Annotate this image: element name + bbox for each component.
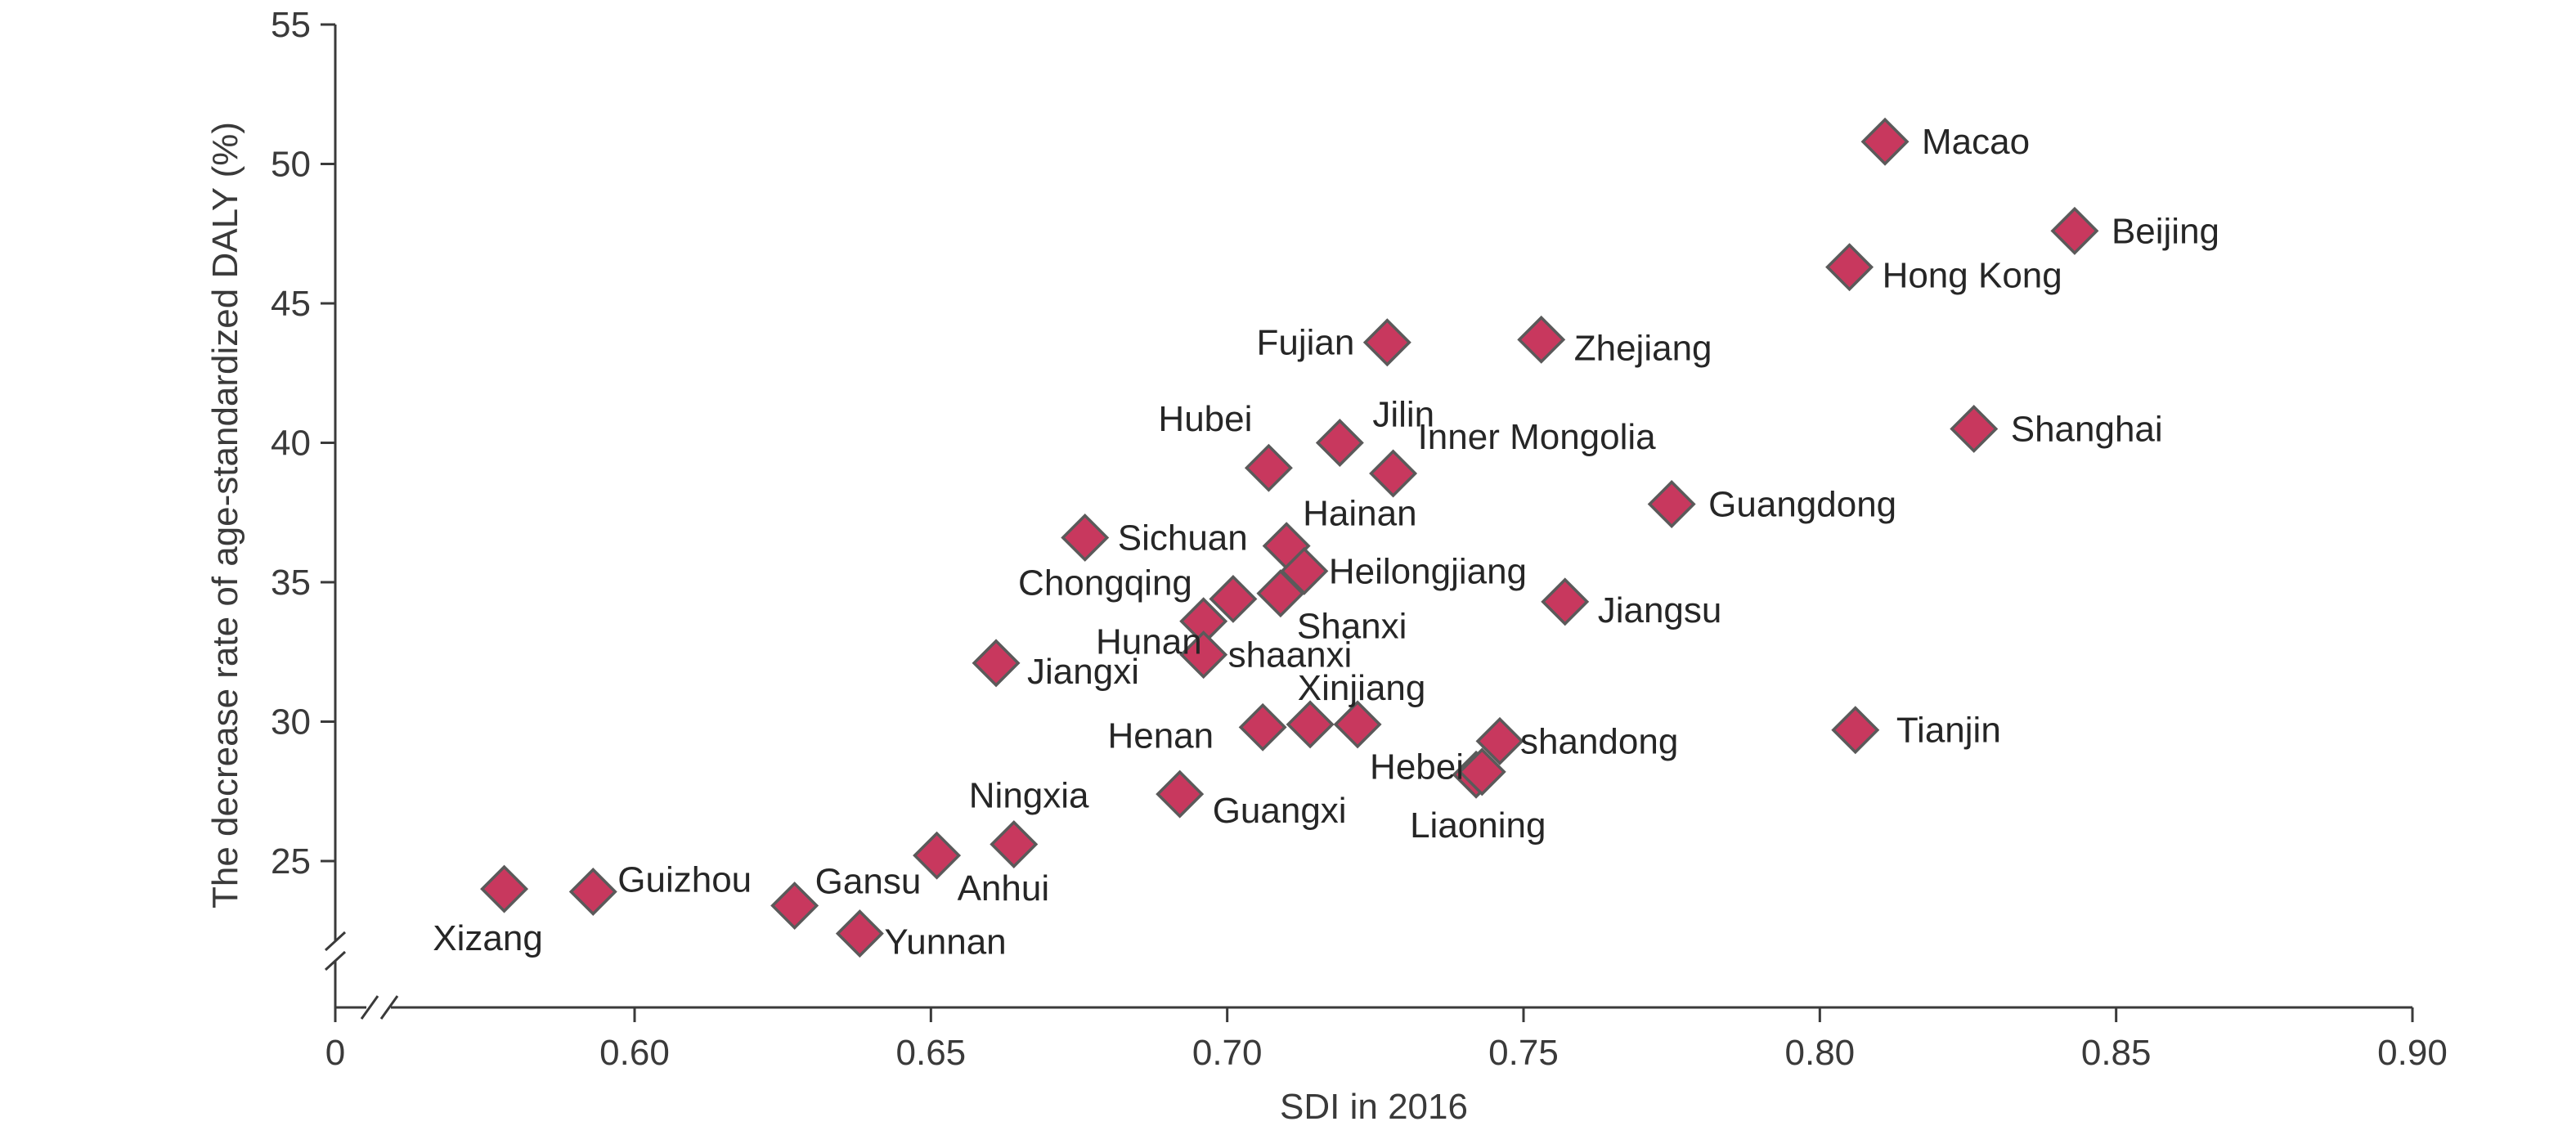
x-tick-label: 0.65 (896, 1033, 967, 1073)
x-tick-label: 0.90 (2377, 1033, 2448, 1073)
data-point (1256, 569, 1305, 618)
data-point (1369, 449, 1418, 498)
data-point (1286, 700, 1335, 749)
x-tick-label: 0 (325, 1033, 345, 1073)
data-point (1475, 716, 1524, 765)
data-point (1244, 443, 1293, 492)
data-point (1517, 315, 1566, 364)
x-tick-label: 0.75 (1488, 1033, 1559, 1073)
point-label: Hong Kong (1883, 256, 2062, 296)
point-label: Hainan (1303, 494, 1416, 534)
data-point (1333, 700, 1382, 749)
x-tick-label: 0.80 (1785, 1033, 1856, 1073)
point-label: Hebei (1370, 747, 1464, 787)
point-label: Gansu (815, 862, 922, 902)
x-tick-label: 0.85 (2081, 1033, 2152, 1073)
y-tick-label: 25 (271, 841, 311, 882)
point-label: Hubei (1158, 399, 1252, 439)
point-label: Xizang (433, 918, 543, 958)
data-point (1156, 769, 1205, 819)
data-point (1179, 630, 1228, 680)
y-tick-label: 45 (271, 284, 311, 324)
point-label: Henan (1107, 716, 1214, 756)
data-point (2050, 206, 2099, 255)
data-point (835, 909, 884, 958)
point-label: Ningxia (969, 776, 1089, 816)
x-tick-label: 0.70 (1192, 1033, 1263, 1073)
data-point (990, 820, 1039, 869)
point-label: Jiangsu (1598, 590, 1722, 630)
data-point (913, 831, 962, 880)
point-label: Fujian (1256, 323, 1354, 363)
point-label: Guangxi (1213, 791, 1347, 831)
y-tick-label: 50 (271, 145, 311, 185)
data-point (1457, 747, 1506, 796)
point-label: Hunan (1096, 622, 1202, 662)
data-point (1860, 117, 1910, 166)
point-label: Liaoning (1410, 805, 1546, 846)
point-label: Shanxi (1297, 607, 1407, 647)
y-tick-label: 30 (271, 702, 311, 742)
data-point (1831, 706, 1880, 755)
point-label: shandong (1520, 721, 1678, 761)
point-label: Xinjiang (1298, 668, 1426, 708)
data-point (1647, 480, 1696, 528)
point-label: Jilin (1372, 395, 1434, 435)
data-point (1209, 574, 1258, 623)
axes: 25 30 35 40 45 50 55 0 0.60 0.65 0.70 0.75 0.80 0.85 0… (271, 5, 2448, 1073)
point-label: Shanghai (2011, 409, 2163, 449)
data-point (568, 868, 617, 916)
point-label: Macao (1922, 122, 2030, 162)
data-point (1950, 404, 1999, 453)
point-label: Guangdong (1708, 485, 1896, 525)
data-point (770, 882, 819, 931)
data-point (1825, 243, 1874, 292)
data-point (1238, 702, 1287, 751)
y-axis-break (324, 931, 347, 971)
y-tick-label: 55 (271, 5, 311, 45)
point-label: Jiangxi (1027, 652, 1139, 692)
point-label: Anhui (958, 868, 1050, 908)
data-point (1315, 419, 1364, 467)
y-tick-label: 35 (271, 563, 311, 603)
point-label: Tianjin (1896, 711, 2001, 751)
x-axis-break (360, 995, 399, 1020)
x-tick-label: 0.60 (599, 1033, 670, 1073)
data-point (972, 639, 1021, 688)
point-label: Beijing (2112, 211, 2219, 251)
data-point (1061, 513, 1110, 562)
point-label: shaanxi (1228, 635, 1353, 675)
point-label: Guizhou (617, 860, 752, 900)
point-label: Chongqing (1018, 563, 1192, 603)
point-labels: Macao Beijing Hong Kong Fujian Zhejiang Shang… (433, 122, 2219, 962)
point-label: Yunnan (884, 922, 1006, 962)
y-axis-title: The decrease rate of age-standardized DA… (205, 122, 245, 908)
x-axis-title: SDI in 2016 (1280, 1087, 1468, 1127)
y-tick-label: 40 (271, 424, 311, 464)
data-point (1362, 318, 1411, 367)
data-point (480, 864, 529, 913)
point-label: Inner Mongolia (1418, 417, 1657, 457)
data-point (1541, 577, 1590, 626)
point-label: Heilongjiang (1329, 551, 1527, 591)
point-label: Zhejiang (1574, 328, 1712, 368)
point-label: Sichuan (1118, 518, 1248, 558)
data-points (480, 117, 2099, 958)
